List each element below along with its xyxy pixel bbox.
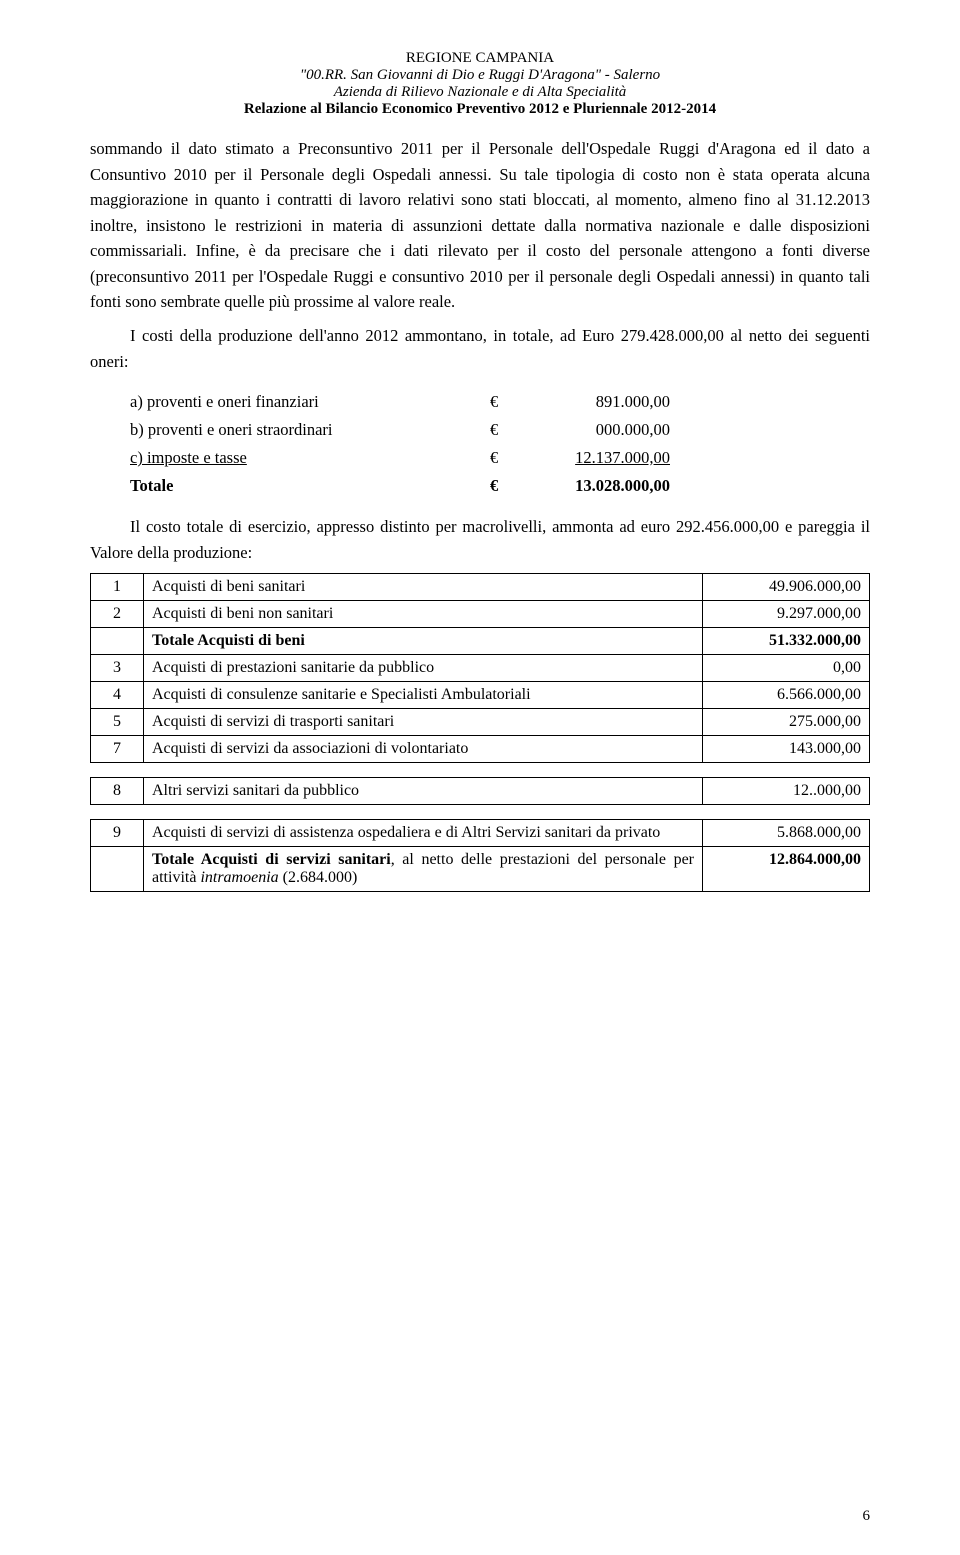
- cell-val: 12.864.000,00: [703, 847, 870, 892]
- page-container: REGIONE CAMPANIA "00.RR. San Giovanni di…: [0, 0, 960, 1555]
- paragraph-3: Il costo totale di esercizio, appresso d…: [90, 514, 870, 565]
- cell-desc: Totale Acquisti di beni: [144, 628, 703, 655]
- cell-val: 51.332.000,00: [703, 628, 870, 655]
- table-row: 8 Altri servizi sanitari da pubblico 12.…: [91, 778, 870, 805]
- cell-num: 7: [91, 736, 144, 763]
- cell-num: 8: [91, 778, 144, 805]
- cell-val: 0,00: [703, 655, 870, 682]
- oneri-c-value: 12.137.000,00: [520, 444, 670, 472]
- cost-table-2: 8 Altri servizi sanitari da pubblico 12.…: [90, 777, 870, 805]
- body-text-block: sommando il dato stimato a Preconsuntivo…: [90, 136, 870, 374]
- total-desc-bold: Totale Acquisti di servizi sanitari: [152, 851, 391, 868]
- oneri-row-total: Totale € 13.028.000,00: [130, 472, 870, 500]
- header-subtitle: Azienda di Rilievo Nazionale e di Alta S…: [90, 84, 870, 101]
- total-desc-italic: intramoenia: [200, 869, 278, 886]
- cell-desc: Altri servizi sanitari da pubblico: [144, 778, 703, 805]
- cost-table-1: 1 Acquisti di beni sanitari 49.906.000,0…: [90, 573, 870, 763]
- euro-symbol: €: [490, 444, 520, 472]
- cell-num: [91, 628, 144, 655]
- cell-num: 9: [91, 820, 144, 847]
- cell-val: 275.000,00: [703, 709, 870, 736]
- cost-table-3: 9 Acquisti di servizi di assistenza ospe…: [90, 819, 870, 892]
- table-row: 1 Acquisti di beni sanitari 49.906.000,0…: [91, 574, 870, 601]
- cell-val: 49.906.000,00: [703, 574, 870, 601]
- oneri-b-value: 000.000,00: [520, 416, 670, 444]
- table-row: 5 Acquisti di servizi di trasporti sanit…: [91, 709, 870, 736]
- cell-desc: Acquisti di servizi di assistenza ospeda…: [144, 820, 703, 847]
- document-header: REGIONE CAMPANIA "00.RR. San Giovanni di…: [90, 50, 870, 118]
- cell-num: 3: [91, 655, 144, 682]
- oneri-b-label: b) proventi e oneri straordinari: [130, 416, 490, 444]
- cell-desc: Acquisti di prestazioni sanitarie da pub…: [144, 655, 703, 682]
- header-region: REGIONE CAMPANIA: [90, 50, 870, 67]
- cell-num: 1: [91, 574, 144, 601]
- header-org: "00.RR. San Giovanni di Dio e Ruggi D'Ar…: [90, 67, 870, 84]
- table-row: 7 Acquisti di servizi da associazioni di…: [91, 736, 870, 763]
- cell-desc: Acquisti di beni non sanitari: [144, 601, 703, 628]
- cell-desc: Totale Acquisti di servizi sanitari, al …: [144, 847, 703, 892]
- cell-num: 2: [91, 601, 144, 628]
- cell-num: 5: [91, 709, 144, 736]
- cell-desc: Acquisti di beni sanitari: [144, 574, 703, 601]
- table-row: 9 Acquisti di servizi di assistenza ospe…: [91, 820, 870, 847]
- oneri-list: a) proventi e oneri finanziari € 891.000…: [130, 388, 870, 500]
- cell-val: 6.566.000,00: [703, 682, 870, 709]
- table-row: 4 Acquisti di consulenze sanitarie e Spe…: [91, 682, 870, 709]
- euro-symbol: €: [490, 472, 520, 500]
- oneri-a-label: a) proventi e oneri finanziari: [130, 388, 490, 416]
- body-text-block-2: Il costo totale di esercizio, appresso d…: [90, 514, 870, 565]
- cell-num: [91, 847, 144, 892]
- cell-val: 12..000,00: [703, 778, 870, 805]
- header-report-title: Relazione al Bilancio Economico Preventi…: [90, 101, 870, 118]
- oneri-row-c: c) imposte e tasse € 12.137.000,00: [130, 444, 870, 472]
- cell-desc: Acquisti di consulenze sanitarie e Speci…: [144, 682, 703, 709]
- table-row: 2 Acquisti di beni non sanitari 9.297.00…: [91, 601, 870, 628]
- oneri-total-value: 13.028.000,00: [520, 472, 670, 500]
- paragraph-2: I costi della produzione dell'anno 2012 …: [90, 323, 870, 374]
- paragraph-1: sommando il dato stimato a Preconsuntivo…: [90, 136, 870, 315]
- euro-symbol: €: [490, 388, 520, 416]
- oneri-total-label: Totale: [130, 472, 490, 500]
- page-number: 6: [863, 1508, 871, 1525]
- cell-val: 143.000,00: [703, 736, 870, 763]
- oneri-row-b: b) proventi e oneri straordinari € 000.0…: [130, 416, 870, 444]
- oneri-c-label: c) imposte e tasse: [130, 444, 490, 472]
- cell-val: 5.868.000,00: [703, 820, 870, 847]
- cell-desc: Acquisti di servizi da associazioni di v…: [144, 736, 703, 763]
- euro-symbol: €: [490, 416, 520, 444]
- cell-val: 9.297.000,00: [703, 601, 870, 628]
- oneri-a-value: 891.000,00: [520, 388, 670, 416]
- oneri-row-a: a) proventi e oneri finanziari € 891.000…: [130, 388, 870, 416]
- cell-desc: Acquisti di servizi di trasporti sanitar…: [144, 709, 703, 736]
- total-desc-tail: (2.684.000): [279, 869, 358, 886]
- cell-num: 4: [91, 682, 144, 709]
- table-row: 3 Acquisti di prestazioni sanitarie da p…: [91, 655, 870, 682]
- table-row-total: Totale Acquisti di beni 51.332.000,00: [91, 628, 870, 655]
- table-row-total: Totale Acquisti di servizi sanitari, al …: [91, 847, 870, 892]
